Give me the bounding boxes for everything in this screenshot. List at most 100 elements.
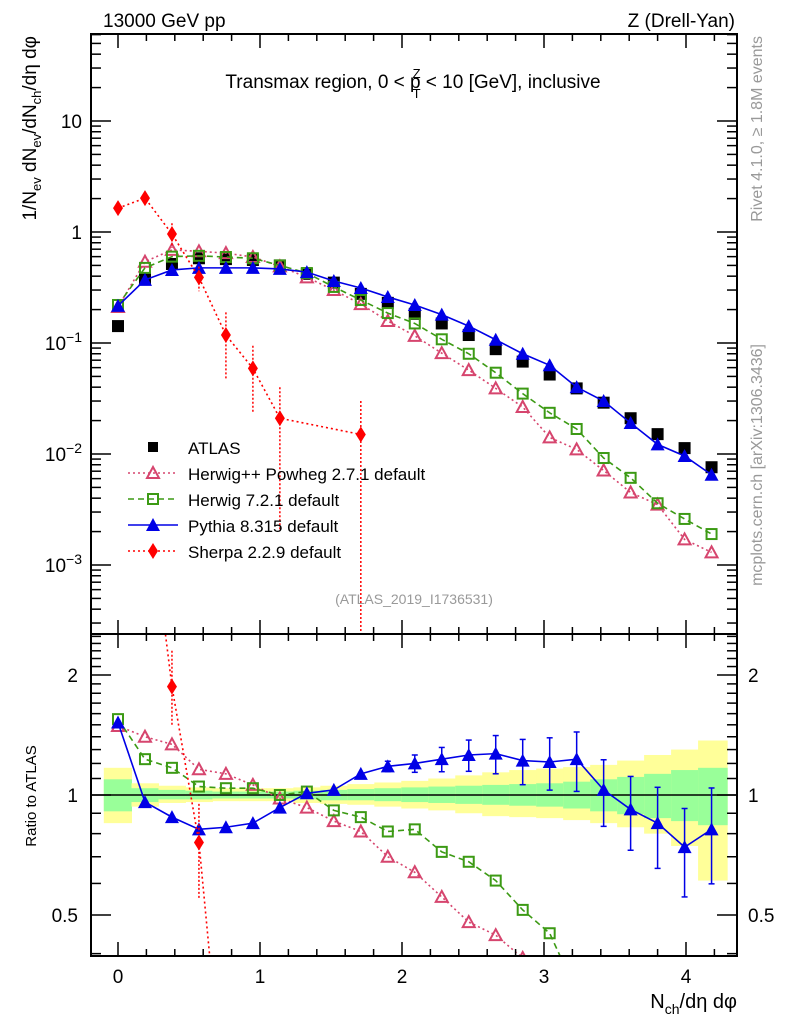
legend-label: Sherpa 2.2.9 default <box>188 543 341 562</box>
ratio-point <box>354 811 367 824</box>
ratio-point <box>137 728 153 743</box>
rivet-version-label: Rivet 4.1.0, ≥ 1.8M events <box>749 36 766 222</box>
ratio-point <box>192 780 205 793</box>
legend-label: Pythia 8.315 default <box>188 517 339 536</box>
data-point <box>462 347 475 360</box>
legend-label: ATLAS <box>188 439 241 458</box>
data-point <box>651 428 664 441</box>
legend-label: Herwig 7.2.1 default <box>188 491 339 510</box>
ratio-point <box>166 678 177 695</box>
ratio-point <box>219 782 232 795</box>
data-point <box>461 319 476 333</box>
x-tick-label: 3 <box>539 967 550 988</box>
data-point <box>542 358 557 372</box>
data-point <box>112 320 124 333</box>
ratio-point <box>326 782 341 796</box>
ratio-point <box>299 799 315 814</box>
ratio-point <box>380 759 395 773</box>
ratio-point <box>542 754 557 768</box>
data-point <box>246 253 259 266</box>
data-point <box>703 544 720 559</box>
data-point <box>488 332 503 346</box>
ratio-point <box>407 864 423 879</box>
legend: ATLAS Herwig++ Powheg 2.7.1 default Herwig… <box>128 439 425 562</box>
data-point <box>434 345 450 360</box>
legend-marker <box>146 518 160 531</box>
legend-item: Pythia 8.315 default <box>128 517 339 536</box>
data-point <box>166 225 177 242</box>
ratio-point <box>434 888 450 903</box>
mcplots-label: mcplots.cern.ch [arXiv:1306.3436] <box>749 344 766 586</box>
ratio-series-line <box>117 718 561 956</box>
data-point <box>353 296 369 311</box>
data-point <box>381 307 394 320</box>
data-point <box>597 452 610 465</box>
y-tick-label: 10−3 <box>45 551 82 577</box>
header-process-label: Z (Drell-Yan) <box>628 11 735 32</box>
ratio-point <box>434 752 449 766</box>
ratio-point <box>327 804 340 817</box>
data-point <box>651 497 664 510</box>
data-point <box>543 406 556 419</box>
header-energy-label: 13000 GeV pp <box>103 11 226 32</box>
ratio-point <box>704 822 719 836</box>
legend-marker <box>145 464 161 479</box>
data-point <box>113 200 123 217</box>
data-point <box>355 426 366 443</box>
data-point <box>704 467 719 481</box>
data-point <box>489 343 502 356</box>
y-tick-label: 10−2 <box>45 440 82 466</box>
x-tick-label: 2 <box>397 967 408 988</box>
ratio-y-tick-label: 2 <box>67 666 78 687</box>
data-point <box>274 410 285 427</box>
data-point <box>570 422 583 435</box>
data-point <box>516 387 529 400</box>
data-point <box>595 462 612 477</box>
legend-marker <box>148 442 158 452</box>
ratio-point <box>519 949 527 956</box>
ratio-point <box>353 766 368 780</box>
data-point <box>650 437 665 451</box>
y-tick-label: 10 <box>61 112 82 133</box>
data-point <box>678 512 691 525</box>
ratio-y-tick-label-right: 2 <box>748 666 759 687</box>
ratio-y-tick-label-right: 0.5 <box>748 906 774 927</box>
data-point <box>111 298 125 312</box>
ratio-point <box>462 855 475 868</box>
data-point <box>164 262 179 276</box>
data-point <box>678 442 691 455</box>
data-point <box>705 528 718 541</box>
ratio-point <box>165 761 178 774</box>
data-point <box>434 307 449 321</box>
plot-title: Transmax region, 0 < pZ T < 10 [GeV], inc… <box>225 66 600 101</box>
ratio-point <box>543 927 556 940</box>
ratio-point <box>408 823 421 836</box>
data-point <box>326 273 341 287</box>
ratio-point <box>571 1006 583 1017</box>
ratio-point <box>218 820 233 834</box>
ratio-point <box>488 927 504 942</box>
data-point <box>220 327 231 344</box>
ratio-point <box>164 810 179 824</box>
ratio-y-axis-label: Ratio to ATLAS <box>23 745 40 846</box>
ratio-point <box>488 746 503 760</box>
ratio-point <box>326 813 342 828</box>
data-point <box>408 317 421 330</box>
data-point <box>165 250 178 263</box>
data-point <box>543 368 556 381</box>
legend-marker <box>148 543 158 559</box>
main-y-axis-label: 1/Nev dNev/dNch/dη dφ <box>20 36 44 221</box>
data-point <box>137 272 152 286</box>
x-tick-label: 1 <box>255 967 266 988</box>
ratio-point <box>572 987 582 997</box>
ratio-point <box>677 840 692 854</box>
data-point <box>326 281 342 297</box>
ratio-point <box>246 782 259 795</box>
data-point <box>541 429 558 444</box>
ratio-point <box>461 913 477 929</box>
ratio-point <box>218 765 234 780</box>
plot-title-sup: Z <box>413 66 421 81</box>
data-point <box>137 253 153 268</box>
series-line <box>117 255 712 535</box>
